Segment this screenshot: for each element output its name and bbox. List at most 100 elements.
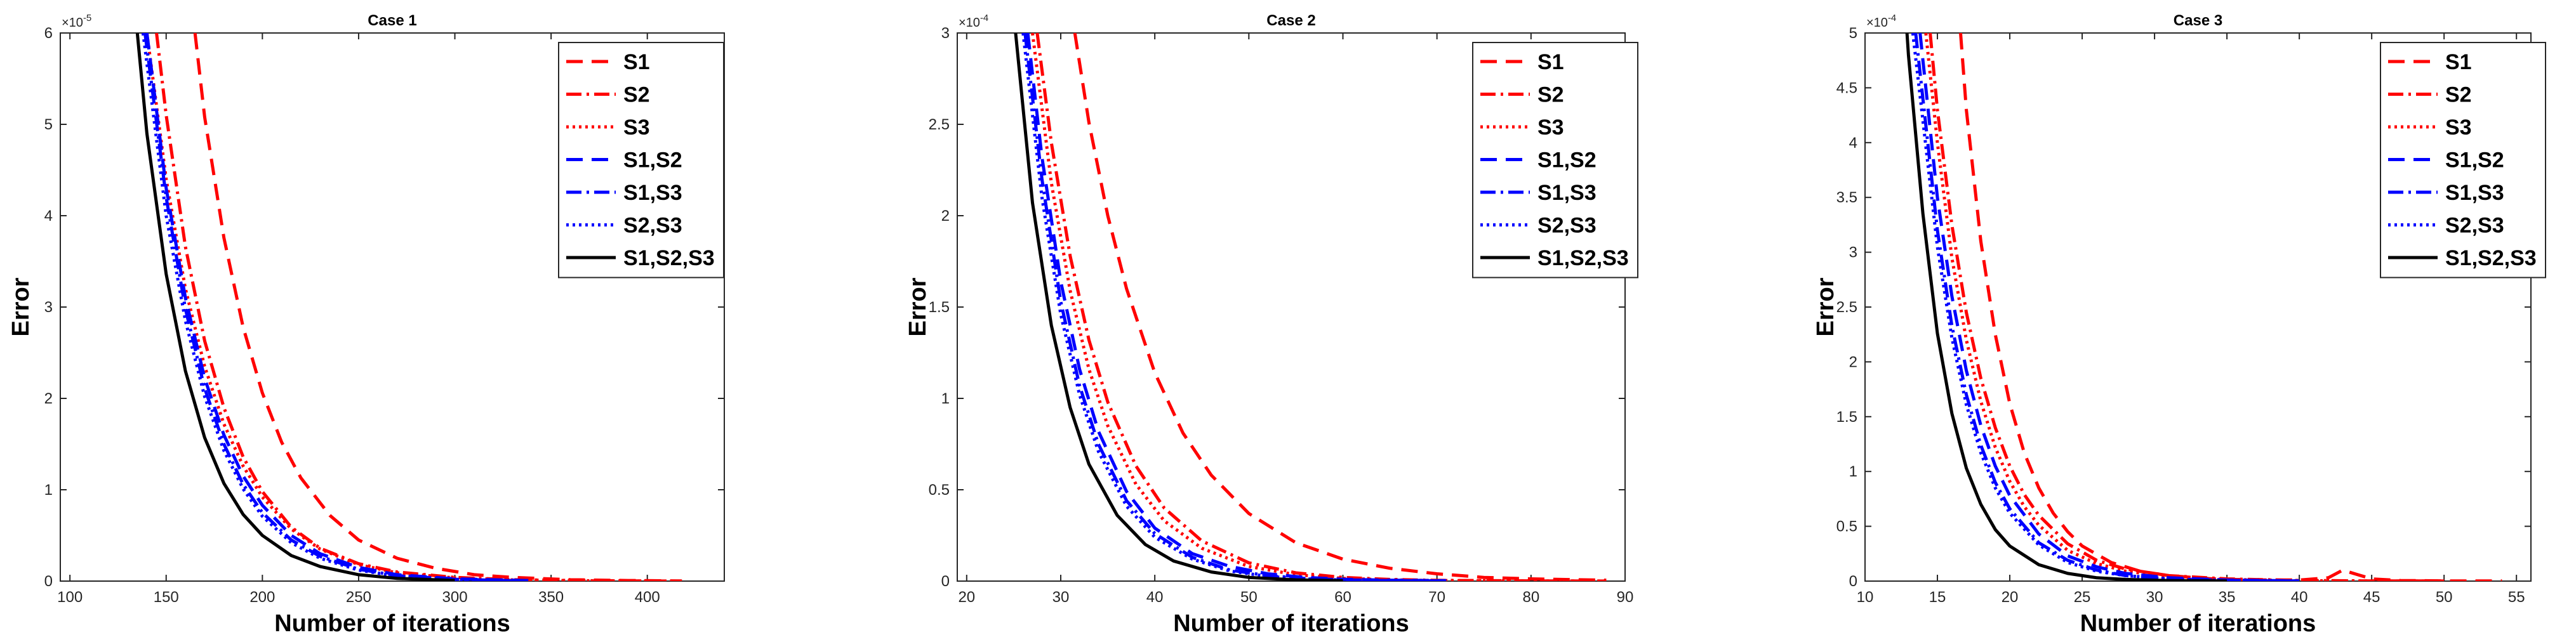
y-tick-label: 1 (941, 390, 950, 407)
series-line-s1-s2-s3 (135, 33, 455, 581)
y-tick-label: 0 (1849, 573, 1857, 590)
x-tick-label: 250 (346, 589, 371, 606)
legend-label: S3 (1537, 115, 1564, 140)
axis-multiplier: ×10 (1866, 16, 1888, 30)
chart-title: Case 2 (1266, 12, 1315, 29)
legend-label: S1 (623, 50, 650, 74)
series-group (1014, 33, 1607, 581)
chart-title: Case 3 (2174, 12, 2222, 29)
y-tick-label: 0 (44, 573, 53, 590)
axis-exponent-power: -4 (1888, 13, 1896, 23)
series-line-s1 (1073, 33, 1607, 581)
x-tick-label: 50 (1240, 589, 1258, 606)
series-line-s2-s3 (141, 33, 513, 581)
x-tick-label: 90 (1617, 589, 1634, 606)
legend-label: S2,S3 (1537, 214, 1597, 238)
legend: S1 S2 S3 S1,S2 S1,S3 S2,S3 S1,S2,S3 (1472, 42, 1638, 278)
chart-title: Case 1 (368, 12, 416, 29)
series-line-s1 (1959, 33, 2502, 581)
y-axis-label: Error (1812, 277, 1839, 336)
legend-label: S1,S2 (1537, 148, 1597, 173)
y-tick-label: 1 (44, 482, 53, 499)
legend-label: S1,S2 (623, 148, 682, 173)
x-tick-label: 45 (2363, 589, 2380, 606)
y-tick-label: 0 (941, 573, 950, 590)
y-tick-label: 2 (1849, 353, 1857, 370)
x-tick-label: 200 (249, 589, 275, 606)
y-tick-label: 2.5 (1836, 299, 1857, 316)
x-tick-label: 40 (1146, 589, 1164, 606)
legend-label: S1 (1537, 50, 1564, 74)
legend-label: S2 (623, 83, 650, 107)
legend-label: S1 (2445, 50, 2472, 74)
legend-label: S2 (1537, 83, 1564, 107)
y-tick-label: 0.5 (929, 482, 950, 499)
x-tick-label: 30 (2146, 589, 2163, 606)
axis-exponent: ×10-4 (959, 13, 988, 30)
legend-label: S2,S3 (2445, 214, 2504, 238)
x-axis-label: Number of iterations (274, 610, 510, 637)
legend-label: S1,S2,S3 (1537, 246, 1629, 270)
x-tick-label: 20 (2002, 589, 2019, 606)
x-tick-label: 20 (958, 589, 975, 606)
y-tick-label: 3 (1849, 244, 1857, 261)
axis-exponent-power: -4 (980, 13, 988, 23)
x-tick-label: 55 (2508, 589, 2525, 606)
x-tick-label: 300 (442, 589, 468, 606)
legend: S1 S2 S3 S1,S2 S1,S3 S2,S3 S1,S2,S3 (558, 42, 724, 278)
legend-label: S3 (623, 115, 650, 140)
x-tick-label: 60 (1334, 589, 1351, 606)
y-tick-label: 3 (941, 25, 950, 42)
axis-exponent-power: -5 (83, 13, 91, 23)
x-tick-label: 400 (635, 589, 660, 606)
series-line-s1-s3 (1023, 33, 1447, 581)
y-tick-label: 5 (1849, 25, 1857, 42)
series-line-s1-s2-s3 (1905, 33, 2227, 581)
x-tick-label: 30 (1052, 589, 1070, 606)
x-tick-label: 10 (1857, 589, 1874, 606)
legend-label: S1,S3 (2445, 181, 2504, 205)
x-tick-label: 350 (538, 589, 564, 606)
y-tick-label: 4 (1849, 134, 1857, 152)
axis-exponent: ×10-5 (62, 13, 91, 30)
x-axis-label: Number of iterations (2080, 610, 2316, 637)
series-line-s1-s2 (1026, 33, 1447, 581)
y-tick-label: 1.5 (1836, 409, 1857, 426)
series-line-s1-s2-s3 (1014, 33, 1343, 581)
legend-label: S2 (2445, 83, 2472, 107)
y-tick-label: 3 (44, 299, 53, 316)
y-tick-label: 0.5 (1836, 518, 1857, 535)
chart-panel-3: Case 310 15 20 25 30 35 40 45 50 5500.511.522.533… (1812, 12, 2546, 637)
axis-exponent: ×10-4 (1866, 13, 1896, 30)
y-tick-label: 3.5 (1836, 189, 1857, 206)
y-tick-label: 5 (44, 116, 53, 133)
legend-box (2380, 42, 2546, 278)
x-tick-label: 150 (154, 589, 179, 606)
legend-box (1472, 42, 1638, 278)
legend-box (558, 42, 724, 278)
x-tick-label: 80 (1522, 589, 1539, 606)
legend-label: S1,S2,S3 (623, 246, 715, 270)
y-axis-label: Error (905, 277, 931, 336)
y-tick-label: 4 (44, 207, 53, 225)
series-line-s1-s3 (1914, 33, 2300, 581)
legend-label: S1,S3 (623, 181, 682, 205)
x-tick-label: 50 (2436, 589, 2453, 606)
y-tick-label: 1 (1849, 463, 1857, 480)
chart-panel-1: Case 1 100 150 200 250 300 350 400 0 1 2 3 4 5 6 ×10-5 N… (8, 12, 725, 637)
x-axis-label: Number of iterations (1173, 610, 1409, 637)
x-tick-label: 15 (1929, 589, 1946, 606)
x-tick-label: 35 (2219, 589, 2236, 606)
chart-panel-2: Case 2 20 30 40 50 60 70 80 90 0 0.5 1 1.5 2 2.5 3 ×10-4… (905, 12, 1638, 637)
x-tick-label: 70 (1428, 589, 1445, 606)
x-tick-label: 100 (57, 589, 83, 606)
y-tick-label: 2.5 (929, 116, 950, 133)
x-tick-label: 40 (2291, 589, 2308, 606)
y-axis-label: Error (8, 277, 34, 336)
y-tick-label: 2 (44, 390, 53, 407)
series-group (135, 33, 682, 581)
y-tick-label: 2 (941, 207, 950, 225)
legend-label: S2,S3 (623, 214, 682, 238)
series-line-s2 (1035, 33, 1607, 581)
